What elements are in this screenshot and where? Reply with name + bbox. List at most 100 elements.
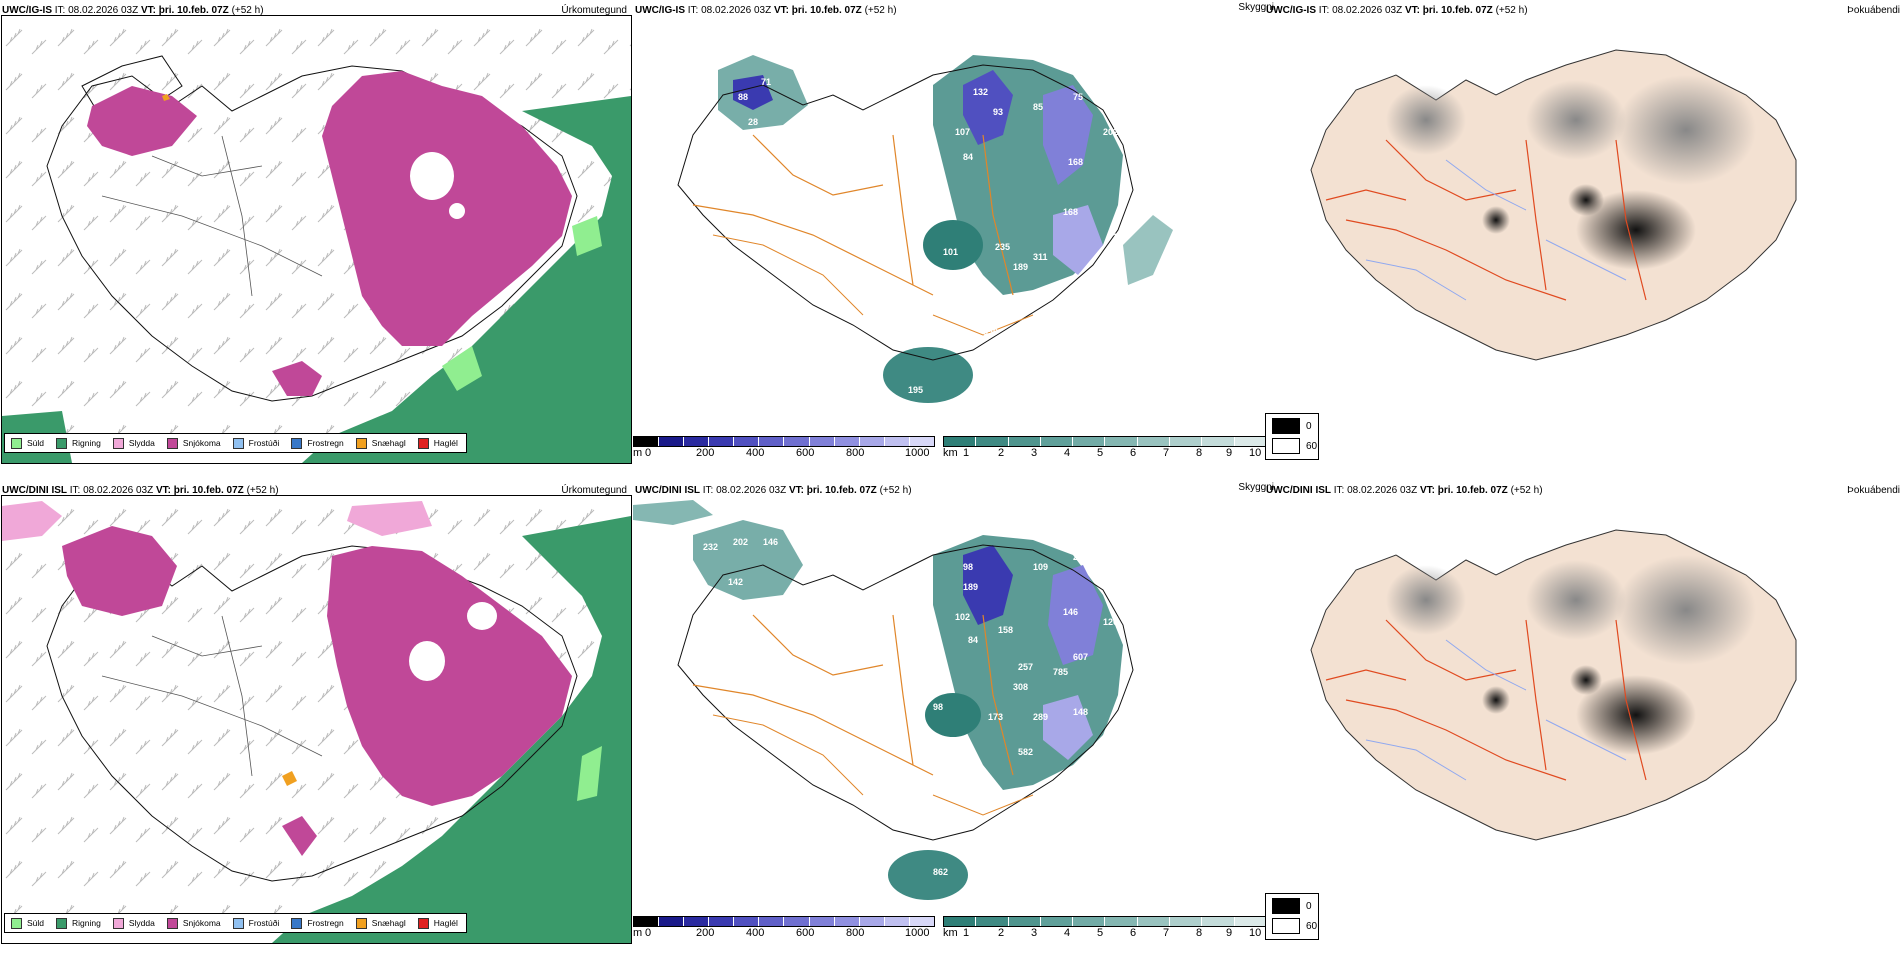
precip-type-panel-top: UWC/IG-IS IT: 08.02.2026 03Z VT: þri. 10…: [0, 0, 633, 475]
swatch-icon: [417, 437, 429, 449]
km-tick: 1: [963, 447, 970, 459]
fog-swatch-icon: [1272, 438, 1300, 454]
swatch-icon: [11, 437, 22, 449]
vis-value: 132: [973, 87, 988, 97]
vis-value: 308: [1013, 682, 1028, 692]
precip-map: [2, 496, 631, 943]
height-tick: 0: [645, 447, 652, 459]
legend-item: Frostregn: [291, 437, 344, 449]
vis-value: 131: [1113, 232, 1128, 242]
visibility-map: 232 202 146 142 160 98 189 102 84 158 10…: [633, 500, 1134, 900]
fog-swatch-icon: [1272, 898, 1300, 914]
km-tick: 3: [1031, 447, 1038, 459]
km-tick: 9: [1226, 447, 1233, 459]
km-tick: 6: [1130, 927, 1137, 939]
vis-value: 607: [1073, 652, 1088, 662]
visibility-panel-top: UWC/IG-IS IT: 08.02.2026 03Z VT: þri. 10…: [633, 0, 1274, 475]
vis-value: 93: [993, 107, 1003, 117]
vis-value: 168: [1063, 207, 1078, 217]
swatch-icon: [56, 437, 68, 449]
legend-item: Snæhagl: [355, 917, 406, 929]
legend-item: Slydda: [112, 917, 155, 929]
vis-value: 85: [1033, 102, 1043, 112]
vis-value: 582: [1018, 747, 1033, 757]
panel-title: UWC/DINI ISL IT: 08.02.2026 03Z VT: þri.…: [635, 485, 912, 496]
vis-value: 202: [1103, 127, 1118, 137]
vis-value: 71: [761, 77, 771, 87]
vis-value: 102: [955, 612, 970, 622]
vis-value: 195: [908, 385, 923, 395]
vis-value: 869: [1023, 292, 1038, 302]
swatch-icon: [355, 437, 367, 449]
height-colorbar: m 0 200 400 600 800 1000: [633, 916, 935, 946]
panel-title: UWC/IG-IS IT: 08.02.2026 03Z VT: þri. 10…: [635, 5, 897, 16]
vis-value: 280: [983, 792, 998, 802]
swatch-icon: [232, 437, 244, 449]
legend-item: Slydda: [112, 437, 155, 449]
precip-type-panel-bottom: UWC/DINI ISL IT: 08.02.2026 03Z VT: þri.…: [0, 480, 633, 955]
km-gradient: [943, 916, 1267, 927]
legend-item: Súld: [11, 917, 44, 929]
panel-title: UWC/IG-IS IT: 08.02.2026 03Z VT: þri. 10…: [1266, 5, 1528, 16]
vis-value: 189: [963, 582, 978, 592]
vis-value: 289: [1033, 712, 1048, 722]
fog-map: [1310, 49, 1797, 361]
map-frame: [1, 15, 632, 464]
vis-value: 101: [943, 247, 958, 257]
vis-value: 28: [748, 117, 758, 127]
param-name: Úrkomutegund: [561, 485, 627, 496]
km-tick: 2: [998, 927, 1005, 939]
map-frame: [1, 495, 632, 944]
vis-value: 160: [773, 597, 788, 607]
km-colorbar: km 1 2 3 4 5 6 7 8 9 10: [943, 436, 1267, 466]
fog-legend-top: 0 60: [1265, 413, 1319, 460]
vis-value: 146: [763, 537, 778, 547]
height-tick: 400: [746, 927, 765, 939]
swatch-icon: [166, 917, 178, 929]
vis-value: 98: [963, 562, 973, 572]
km-tick: 8: [1196, 447, 1203, 459]
km-tick: 7: [1163, 927, 1170, 939]
km-tick: 5: [1097, 447, 1104, 459]
swatch-icon: [112, 437, 124, 449]
height-tick: 200: [696, 447, 715, 459]
vis-value: 84: [963, 152, 973, 162]
swatch-icon: [112, 917, 124, 929]
legend-item: Haglél: [417, 437, 458, 449]
swatch-icon: [56, 917, 68, 929]
km-tick: 2: [998, 447, 1005, 459]
vis-value: 75: [1073, 92, 1083, 102]
fog-swatch-icon: [1272, 918, 1300, 934]
vis-value: 148: [1073, 707, 1088, 717]
legend-item: Haglél: [417, 917, 458, 929]
param-name: Þokuábendi: [1847, 485, 1900, 496]
vis-value: 133: [1133, 147, 1148, 157]
legend-item: Rigning: [56, 437, 101, 449]
row-dini-isl: UWC/DINI ISL IT: 08.02.2026 03Z VT: þri.…: [0, 480, 1900, 955]
vis-value: 109: [1033, 562, 1048, 572]
height-tick: 1000: [905, 447, 930, 459]
km-tick: 6: [1130, 447, 1137, 459]
legend-item: Snæhagl: [355, 437, 406, 449]
swatch-icon: [355, 917, 367, 929]
precip-legend: Súld Rigning Slydda Snjókoma Frostúði Fr…: [4, 913, 467, 933]
vis-value: 173: [988, 712, 1003, 722]
vis-value: 202: [733, 537, 748, 547]
panel-title: UWC/DINI ISL IT: 08.02.2026 03Z VT: þri.…: [1266, 485, 1543, 496]
height-unit: m: [633, 927, 643, 939]
legend-item: Snjókoma: [166, 437, 221, 449]
fog-legend-bottom: 0 60: [1265, 893, 1319, 940]
vis-value: 311: [1033, 252, 1048, 262]
km-tick: 4: [1064, 447, 1071, 459]
vis-value: 785: [1053, 667, 1068, 677]
param-name: Úrkomutegund: [561, 5, 627, 16]
precip-map: [2, 16, 631, 463]
visibility-panel-bottom: UWC/DINI ISL IT: 08.02.2026 03Z VT: þri.…: [633, 480, 1274, 955]
precip-legend: Súld Rigning Slydda Snjókoma Frostúði Fr…: [4, 433, 467, 453]
swatch-icon: [291, 917, 303, 929]
swatch-icon: [291, 437, 303, 449]
vis-value: 232: [703, 542, 718, 552]
vis-value: 107: [955, 127, 970, 137]
row-ig-is: UWC/IG-IS IT: 08.02.2026 03Z VT: þri. 10…: [0, 0, 1900, 475]
height-tick: 600: [796, 927, 815, 939]
